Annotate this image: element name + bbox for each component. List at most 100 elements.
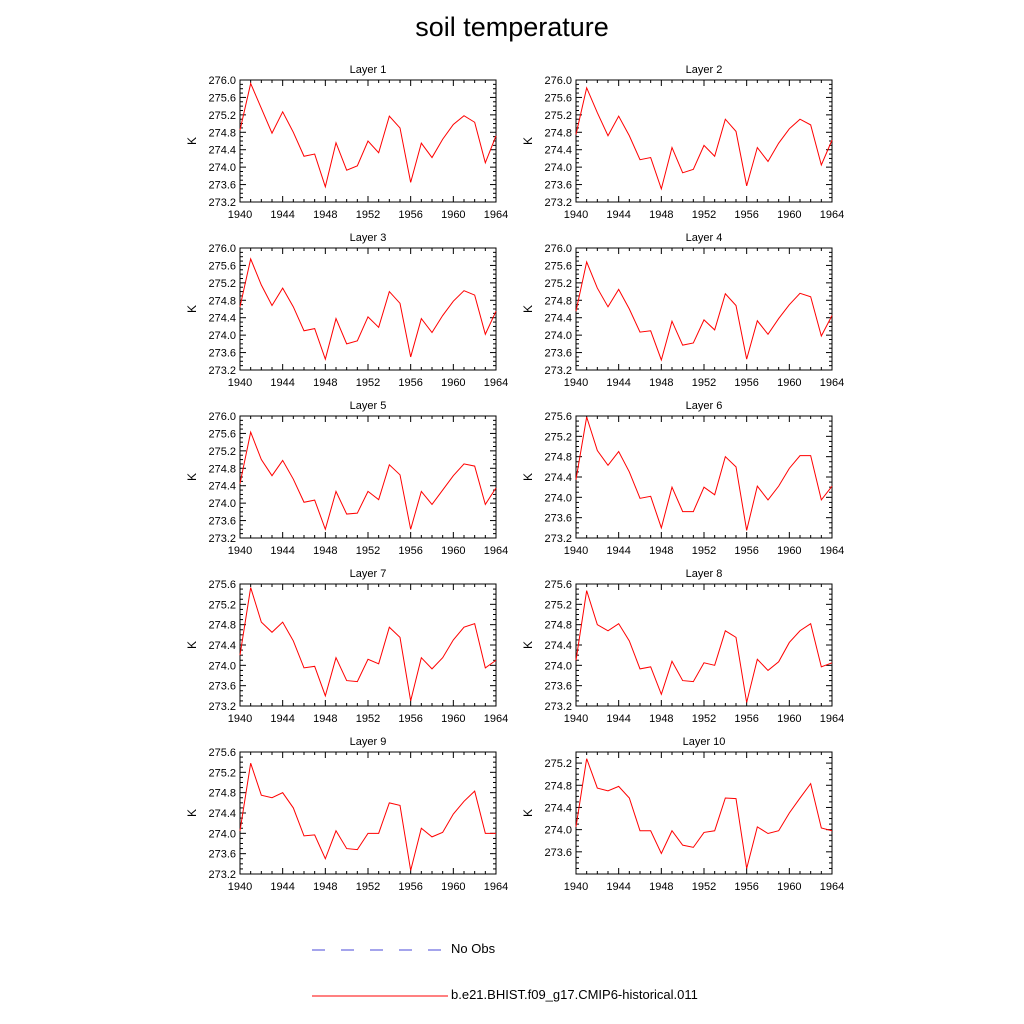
y-tick-label: 275.6: [208, 92, 236, 104]
y-tick-label: 274.4: [208, 481, 236, 493]
y-tick-label: 273.2: [208, 701, 236, 713]
series-line: [239, 430, 497, 531]
y-tick-label: 274.0: [544, 660, 572, 672]
y-tick-label: 273.6: [208, 348, 236, 360]
x-tick-label: 1964: [484, 545, 508, 557]
y-tick-label: 273.2: [208, 365, 236, 377]
y-tick-label: 274.4: [544, 472, 572, 484]
x-tick-label: 1940: [228, 881, 252, 893]
x-tick-label: 1960: [441, 881, 465, 893]
y-axis-label: K: [521, 641, 535, 649]
x-tick-label: 1948: [649, 209, 673, 221]
x-tick-label: 1940: [228, 377, 252, 389]
series-line: [239, 81, 497, 189]
y-tick-label: 276.0: [208, 243, 236, 255]
y-axis-label: K: [185, 473, 199, 481]
x-tick-label: 1948: [313, 545, 337, 557]
y-tick-label: 273.6: [208, 516, 236, 528]
y-tick-label: 274.0: [208, 162, 236, 174]
y-tick-label: 275.6: [208, 260, 236, 272]
panel-title: Layer 1: [350, 64, 387, 76]
x-tick-label: 1960: [777, 713, 801, 725]
x-tick-label: 1952: [692, 209, 716, 221]
y-tick-label: 273.2: [208, 533, 236, 545]
y-tick-label: 274.0: [544, 330, 572, 342]
y-axis-label: K: [521, 473, 535, 481]
x-tick-label: 1944: [270, 881, 294, 893]
x-tick-label: 1952: [692, 377, 716, 389]
y-tick-label: 273.6: [208, 180, 236, 192]
y-tick-label: 273.6: [544, 847, 572, 859]
x-tick-label: 1964: [820, 881, 844, 893]
legend-no-obs-swatch: [312, 949, 448, 951]
y-tick-label: 276.0: [544, 243, 572, 255]
y-tick-label: 274.4: [208, 313, 236, 325]
plot-frame: [239, 583, 497, 707]
y-tick-label: 274.0: [544, 492, 572, 504]
y-tick-label: 273.2: [544, 365, 572, 377]
y-tick-label: 274.8: [208, 788, 236, 800]
x-tick-label: 1952: [356, 713, 380, 725]
x-tick-label: 1960: [777, 545, 801, 557]
plot-frame: [239, 247, 497, 371]
x-tick-label: 1952: [356, 881, 380, 893]
legend-model-swatch: [312, 995, 448, 997]
series-line: [575, 416, 833, 531]
y-tick-label: 275.6: [208, 428, 236, 440]
y-tick-label: 273.6: [208, 681, 236, 693]
y-tick-label: 276.0: [208, 75, 236, 87]
y-tick-label: 275.2: [544, 431, 572, 443]
x-tick-label: 1956: [734, 377, 758, 389]
panel-title: Layer 6: [686, 400, 723, 412]
panel-layer-1: Layer 1 K 1940 1944 1948 1952 1956 1960 1964 273.…: [185, 64, 508, 221]
y-tick-label: 274.8: [544, 127, 572, 139]
x-tick-label: 1952: [692, 545, 716, 557]
x-tick-label: 1956: [398, 881, 422, 893]
y-tick-label: 275.2: [208, 599, 236, 611]
x-tick-label: 1960: [441, 545, 465, 557]
panel-layer-8: Layer 8 K 1940 1944 1948 1952 1956 1960 1964 273.…: [521, 568, 844, 725]
panel-layer-10: Layer 10 K 1940 1944 1948 1952 1956 1960 1964 273…: [521, 736, 844, 893]
y-tick-label: 273.2: [544, 533, 572, 545]
y-tick-label: 273.2: [544, 197, 572, 209]
panel-title: Layer 2: [686, 64, 723, 76]
plot-frame: [239, 415, 497, 539]
x-tick-label: 1944: [270, 377, 294, 389]
panel-title: Layer 10: [683, 736, 726, 748]
y-axis-label: K: [185, 137, 199, 145]
x-tick-label: 1952: [692, 713, 716, 725]
x-tick-label: 1948: [649, 713, 673, 725]
series-line: [239, 587, 497, 702]
y-axis-label: K: [185, 809, 199, 817]
y-tick-label: 274.0: [208, 498, 236, 510]
y-tick-label: 275.6: [544, 411, 572, 423]
x-tick-label: 1944: [606, 209, 630, 221]
x-tick-label: 1948: [649, 377, 673, 389]
plot-frame: [239, 751, 497, 875]
panel-layer-6: Layer 6 K 1940 1944 1948 1952 1956 1960 1964 273.…: [521, 400, 844, 557]
x-tick-label: 1944: [270, 713, 294, 725]
legend-model-label: b.e21.BHIST.f09_g17.CMIP6-historical.011: [451, 987, 698, 1002]
series-line: [575, 758, 833, 869]
x-tick-label: 1940: [228, 209, 252, 221]
x-tick-label: 1956: [398, 545, 422, 557]
x-tick-label: 1944: [606, 881, 630, 893]
panel-title: Layer 9: [350, 736, 387, 748]
y-tick-label: 275.2: [208, 446, 236, 458]
y-tick-label: 274.8: [208, 127, 236, 139]
y-tick-label: 273.6: [208, 849, 236, 861]
panel-layer-3: Layer 3 K 1940 1944 1948 1952 1956 1960 1964 273.…: [185, 232, 508, 389]
series-line: [239, 257, 497, 361]
y-tick-label: 275.2: [544, 278, 572, 290]
y-axis-label: K: [521, 137, 535, 145]
y-tick-label: 273.2: [544, 701, 572, 713]
x-tick-label: 1940: [564, 209, 588, 221]
y-tick-label: 273.2: [208, 197, 236, 209]
panel-layer-9: Layer 9 K 1940 1944 1948 1952 1956 1960 1964 273.…: [185, 736, 508, 893]
y-tick-label: 274.4: [544, 313, 572, 325]
y-tick-label: 273.6: [544, 681, 572, 693]
y-tick-label: 273.6: [544, 180, 572, 192]
y-tick-label: 274.8: [544, 452, 572, 464]
y-tick-label: 274.4: [544, 640, 572, 652]
